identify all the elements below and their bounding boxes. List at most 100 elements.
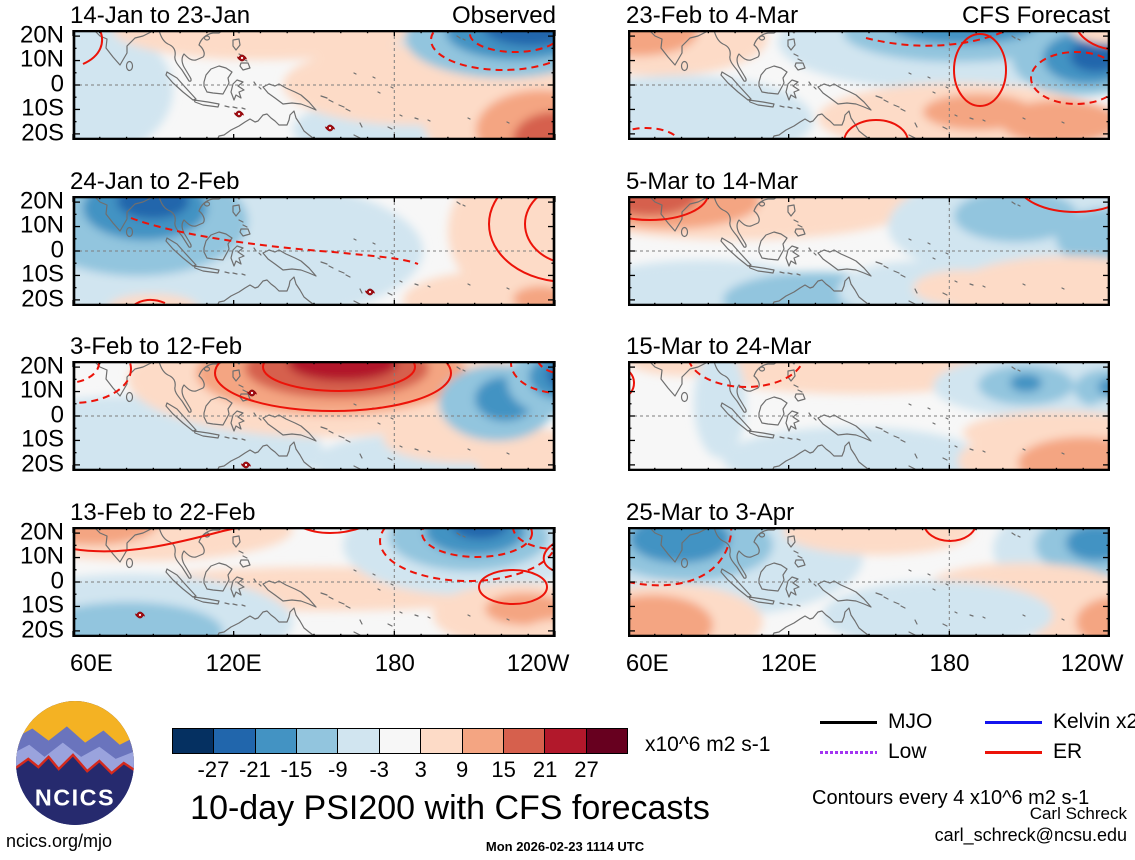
panel-title: 23-Feb to 4-Mar [626, 2, 799, 29]
colorbar-segment [296, 729, 338, 753]
map-plot [72, 30, 556, 140]
x-axis-label: 120E [205, 650, 262, 677]
legend-item-kelvin: Kelvin x2 [985, 710, 1135, 734]
panel-title: 15-Mar to 24-Mar [626, 333, 812, 360]
axis-ticks [72, 196, 556, 306]
colorbar-tick-label: 21 [532, 757, 558, 782]
y-axis-labels-row4: 20N 10N 0 10S 20S [0, 518, 64, 643]
y-axis-label: 20S [21, 119, 64, 147]
axis-ticks [628, 196, 1110, 306]
y-axis-label: 10N [19, 45, 64, 73]
map-plot [628, 527, 1110, 637]
x-axis-label: 60E [70, 650, 113, 677]
y-axis-label: 20N [19, 352, 64, 380]
panel-observed-3: 3-Feb to 12-Feb [70, 334, 556, 471]
figure-title: 10-day PSI200 with CFS forecasts [190, 789, 710, 827]
y-axis-label: 20N [19, 187, 64, 215]
axis-ticks [628, 361, 1110, 471]
colorbar-tick-label: -9 [328, 757, 348, 782]
colorbar-segment [213, 729, 255, 753]
x-axis-label: 120W [506, 650, 570, 677]
y-axis-label: 20S [21, 285, 64, 313]
panel-title: 25-Mar to 3-Apr [626, 499, 795, 526]
map-plot [72, 196, 556, 306]
colorbar-ticks: -27 -21 -15 -9 -3 3 9 15 21 27 [172, 757, 628, 783]
y-axis-label: 20S [21, 450, 64, 478]
er-line-icon [985, 750, 1042, 754]
map-plot [628, 30, 1110, 140]
legend-label: MJO [888, 710, 933, 733]
legend-label: Low [888, 740, 927, 763]
panel-observed-4: 13-Feb to 22-Feb [70, 500, 556, 637]
legend-label: ER [1053, 740, 1083, 763]
y-axis-label: 10N [19, 542, 64, 570]
y-axis-labels-row2: 20N 10N 0 10S 20S [0, 187, 64, 312]
legend-label: Kelvin x2 [1053, 710, 1135, 733]
low-line-icon [820, 750, 877, 754]
colorbar-segment [173, 729, 214, 753]
colorbar-segment [585, 729, 627, 753]
legend-item-low: Low [820, 740, 927, 764]
colorbar-tick-label: -27 [197, 757, 230, 782]
contour-note: Contours every 4 x10^6 m2 s-1 [812, 787, 1090, 809]
colorbar-tick-label: 9 [456, 757, 469, 782]
x-axis-label: 60E [625, 650, 669, 677]
author-name: Carl Schreck [1029, 804, 1127, 823]
map-plot [72, 527, 556, 637]
y-axis-label: 10S [21, 94, 64, 122]
y-axis-label: 10N [19, 211, 64, 239]
panel-observed-1: 14-Jan to 23-Jan Observed [70, 3, 556, 140]
x-axis-label: 120E [760, 650, 818, 677]
x-axis-labels-right: 60E 120E 180 120W [625, 650, 1124, 678]
map-plot [628, 196, 1110, 306]
colorbar-tick-label: 15 [491, 757, 516, 782]
axis-ticks [72, 30, 556, 140]
colorbar-segments [172, 728, 628, 754]
x-axis-label: 120W [1060, 650, 1124, 677]
legend-item-mjo: MJO [820, 710, 932, 734]
y-axis-label: 10N [19, 376, 64, 404]
panel-tag: Observed [451, 2, 556, 29]
x-axis-labels-left: 60E 120E 180 120W [70, 650, 569, 678]
colorbar-tick-label: -15 [280, 757, 313, 782]
panel-title: 24-Jan to 2-Feb [70, 168, 240, 195]
map-plot [628, 361, 1110, 471]
colorbar-segment [337, 729, 379, 753]
kelvin-line-icon [985, 720, 1042, 724]
panel-forecast-4: 25-Mar to 3-Apr [626, 500, 1110, 637]
y-axis-label: 10S [21, 591, 64, 619]
axis-ticks [72, 527, 556, 637]
panel-forecast-3: 15-Mar to 24-Mar [626, 334, 1110, 471]
y-axis-label: 10S [21, 425, 64, 453]
map-plot [72, 361, 556, 471]
timestamp: Mon 2026-02-23 1114 UTC [485, 839, 645, 854]
y-axis-label: 20S [21, 616, 64, 644]
logo-mountains-front [16, 754, 134, 825]
colorbar-segment [502, 729, 545, 753]
y-axis-label: 0 [50, 401, 64, 429]
author-email[interactable]: carl_schreck@ncsu.edu [934, 825, 1127, 845]
colorbar-segment [254, 729, 297, 753]
panel-forecast-1: 23-Feb to 4-Mar CFS Forecast [626, 3, 1110, 140]
legend-item-er: ER [985, 740, 1082, 764]
logo-text: NCICS [35, 785, 115, 811]
y-axis-label: 0 [50, 70, 64, 98]
panel-observed-2: 24-Jan to 2-Feb [70, 169, 556, 306]
panel-forecast-2: 5-Mar to 14-Mar [626, 169, 1110, 306]
axis-ticks [628, 30, 1110, 140]
y-axis-labels-row3: 20N 10N 0 10S 20S [0, 352, 64, 477]
y-axis-labels-row1: 20N 10N 0 10S 20S [0, 21, 64, 146]
site-url[interactable]: ncics.org/mjo [6, 831, 113, 851]
colorbar-segment [420, 729, 462, 753]
tropical-cyclone-icon [233, 110, 245, 118]
panel-title: 14-Jan to 23-Jan [70, 2, 251, 29]
colorbar-tick-label: -21 [239, 757, 271, 782]
logo-ridge-line [16, 753, 134, 775]
axis-ticks [72, 361, 556, 471]
colorbar-segment [378, 729, 421, 753]
colorbar-tick-label: 27 [574, 757, 599, 782]
panel-tag: CFS Forecast [961, 2, 1110, 29]
y-axis-label: 20N [19, 518, 64, 546]
y-axis-label: 10S [21, 260, 64, 288]
